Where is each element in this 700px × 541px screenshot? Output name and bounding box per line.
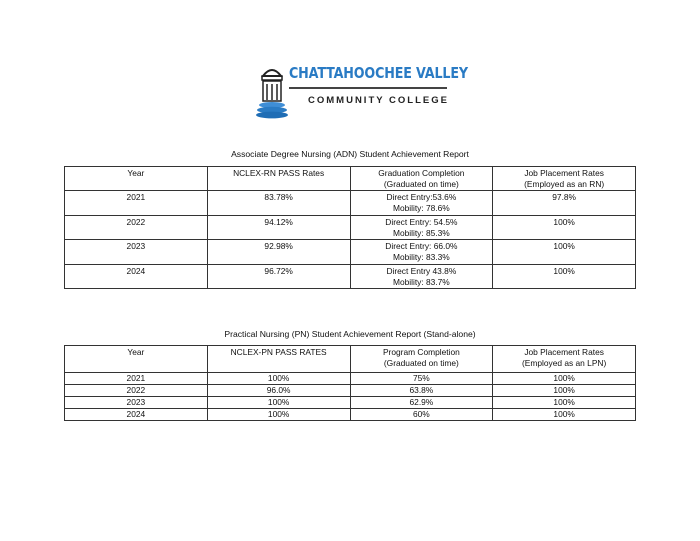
cell-nclex: 96.0% [206, 384, 351, 397]
header-subtext: (Employed as an LPN) [521, 358, 607, 368]
cell-year: 2023 [64, 396, 208, 409]
mobility: Mobility: 85.3% [392, 227, 450, 238]
pn-report-title: Practical Nursing (PN) Student Achieveme… [224, 329, 476, 339]
cell-year: 2022 [64, 214, 208, 241]
table-row: 2022 96.0% 63.8% 100% [64, 384, 636, 397]
cell-graduation: Direct Entry 43.8% Mobility: 83.7% [349, 263, 494, 289]
header-text: Year [127, 168, 145, 178]
table-row: 2024 96.72% Direct Entry 43.8% Mobility: … [64, 263, 636, 289]
header-subtext: (Graduated on time) [383, 358, 459, 368]
cell-graduation: Direct Entry: 66.0% Mobility: 83.3% [349, 239, 494, 265]
mobility: Mobility: 83.3% [392, 252, 450, 263]
header-text: Year [127, 347, 145, 357]
header-job-placement: Job Placement Rates (Employed as an RN) [492, 165, 636, 192]
cell-job: 100% [492, 239, 636, 265]
direct-entry: Direct Entry 43.8% [386, 265, 457, 276]
cell-nclex: 83.78% [206, 190, 351, 216]
cell-nclex: 92.98% [206, 239, 351, 265]
logo-name: CHATTAHOOCHEE VALLEY [289, 64, 468, 82]
cell-graduation: Direct Entry:53.6% Mobility: 78.6% [349, 190, 494, 216]
adn-report-title: Associate Degree Nursing (ADN) Student A… [231, 149, 469, 159]
cell-year: 2023 [64, 239, 208, 265]
direct-entry: Direct Entry: 54.5% [385, 216, 458, 227]
logo-divider [289, 87, 447, 89]
header-year: Year [64, 165, 208, 192]
cell-nclex: 96.72% [206, 263, 351, 289]
cell-nclex: 100% [206, 372, 351, 385]
table-row: 2023 100% 62.9% 100% [64, 396, 636, 409]
header-text: Graduation Completion [378, 168, 465, 178]
header-nclex: NCLEX-PN PASS RATES [206, 345, 351, 373]
cell-completion: 75% [349, 372, 494, 385]
table-row: 2024 100% 60% 100% [64, 408, 636, 421]
cell-job: 100% [492, 214, 636, 241]
mobility: Mobility: 78.6% [392, 203, 450, 214]
cell-job: 100% [492, 263, 636, 289]
cell-graduation: Direct Entry: 54.5% Mobility: 85.3% [349, 214, 494, 241]
header-completion: Program Completion (Graduated on time) [349, 345, 494, 373]
cell-year: 2021 [64, 190, 208, 216]
cell-job: 97.8% [492, 190, 636, 216]
cell-year: 2024 [64, 263, 208, 289]
table-row: 2022 94.12% Direct Entry: 54.5% Mobility:… [64, 214, 636, 241]
cell-job: 100% [492, 384, 636, 397]
college-logo: CHATTAHOOCHEE VALLEY COMMUNITY COLLEGE [255, 60, 468, 122]
cell-completion: 62.9% [349, 396, 494, 409]
header-text: Job Placement Rates [524, 347, 604, 357]
table-header-row: Year NCLEX-RN PASS Rates Graduation Comp… [64, 165, 636, 192]
table-row: 2021 100% 75% 100% [64, 372, 636, 385]
header-text: Program Completion [382, 347, 460, 357]
table-row: 2021 83.78% Direct Entry:53.6% Mobility: … [64, 190, 636, 216]
cell-job: 100% [492, 408, 636, 421]
adn-achievement-table: Year NCLEX-RN PASS Rates Graduation Comp… [64, 165, 636, 289]
logo-subtitle: COMMUNITY COLLEGE [308, 95, 449, 106]
cell-year: 2024 [64, 408, 208, 421]
cell-nclex: 100% [206, 396, 351, 409]
header-nclex: NCLEX-RN PASS Rates [206, 165, 351, 192]
direct-entry: Direct Entry: 66.0% [385, 241, 458, 252]
header-year: Year [64, 345, 208, 373]
header-text: NCLEX-PN PASS RATES [230, 347, 327, 357]
cell-year: 2021 [64, 372, 208, 385]
cell-year: 2022 [64, 384, 208, 397]
cell-job: 100% [492, 372, 636, 385]
header-job-placement: Job Placement Rates (Employed as an LPN) [492, 345, 636, 373]
cell-completion: 60% [349, 408, 494, 421]
mobility: Mobility: 83.7% [392, 276, 450, 287]
header-graduation: Graduation Completion (Graduated on time) [349, 165, 494, 192]
header-text: NCLEX-RN PASS Rates [233, 168, 325, 178]
table-header-row: Year NCLEX-PN PASS RATES Program Complet… [64, 345, 636, 373]
cell-job: 100% [492, 396, 636, 409]
pn-achievement-table: Year NCLEX-PN PASS RATES Program Complet… [64, 345, 636, 421]
cell-nclex: 94.12% [206, 214, 351, 241]
cell-nclex: 100% [206, 408, 351, 421]
table-row: 2023 92.98% Direct Entry: 66.0% Mobility:… [64, 239, 636, 265]
clock-tower-icon [256, 69, 288, 119]
header-subtext: (Graduated on time) [383, 179, 459, 189]
cell-completion: 63.8% [349, 384, 494, 397]
direct-entry: Direct Entry:53.6% [386, 192, 457, 203]
header-subtext: (Employed as an RN) [524, 179, 605, 189]
header-text: Job Placement Rates [524, 168, 604, 178]
